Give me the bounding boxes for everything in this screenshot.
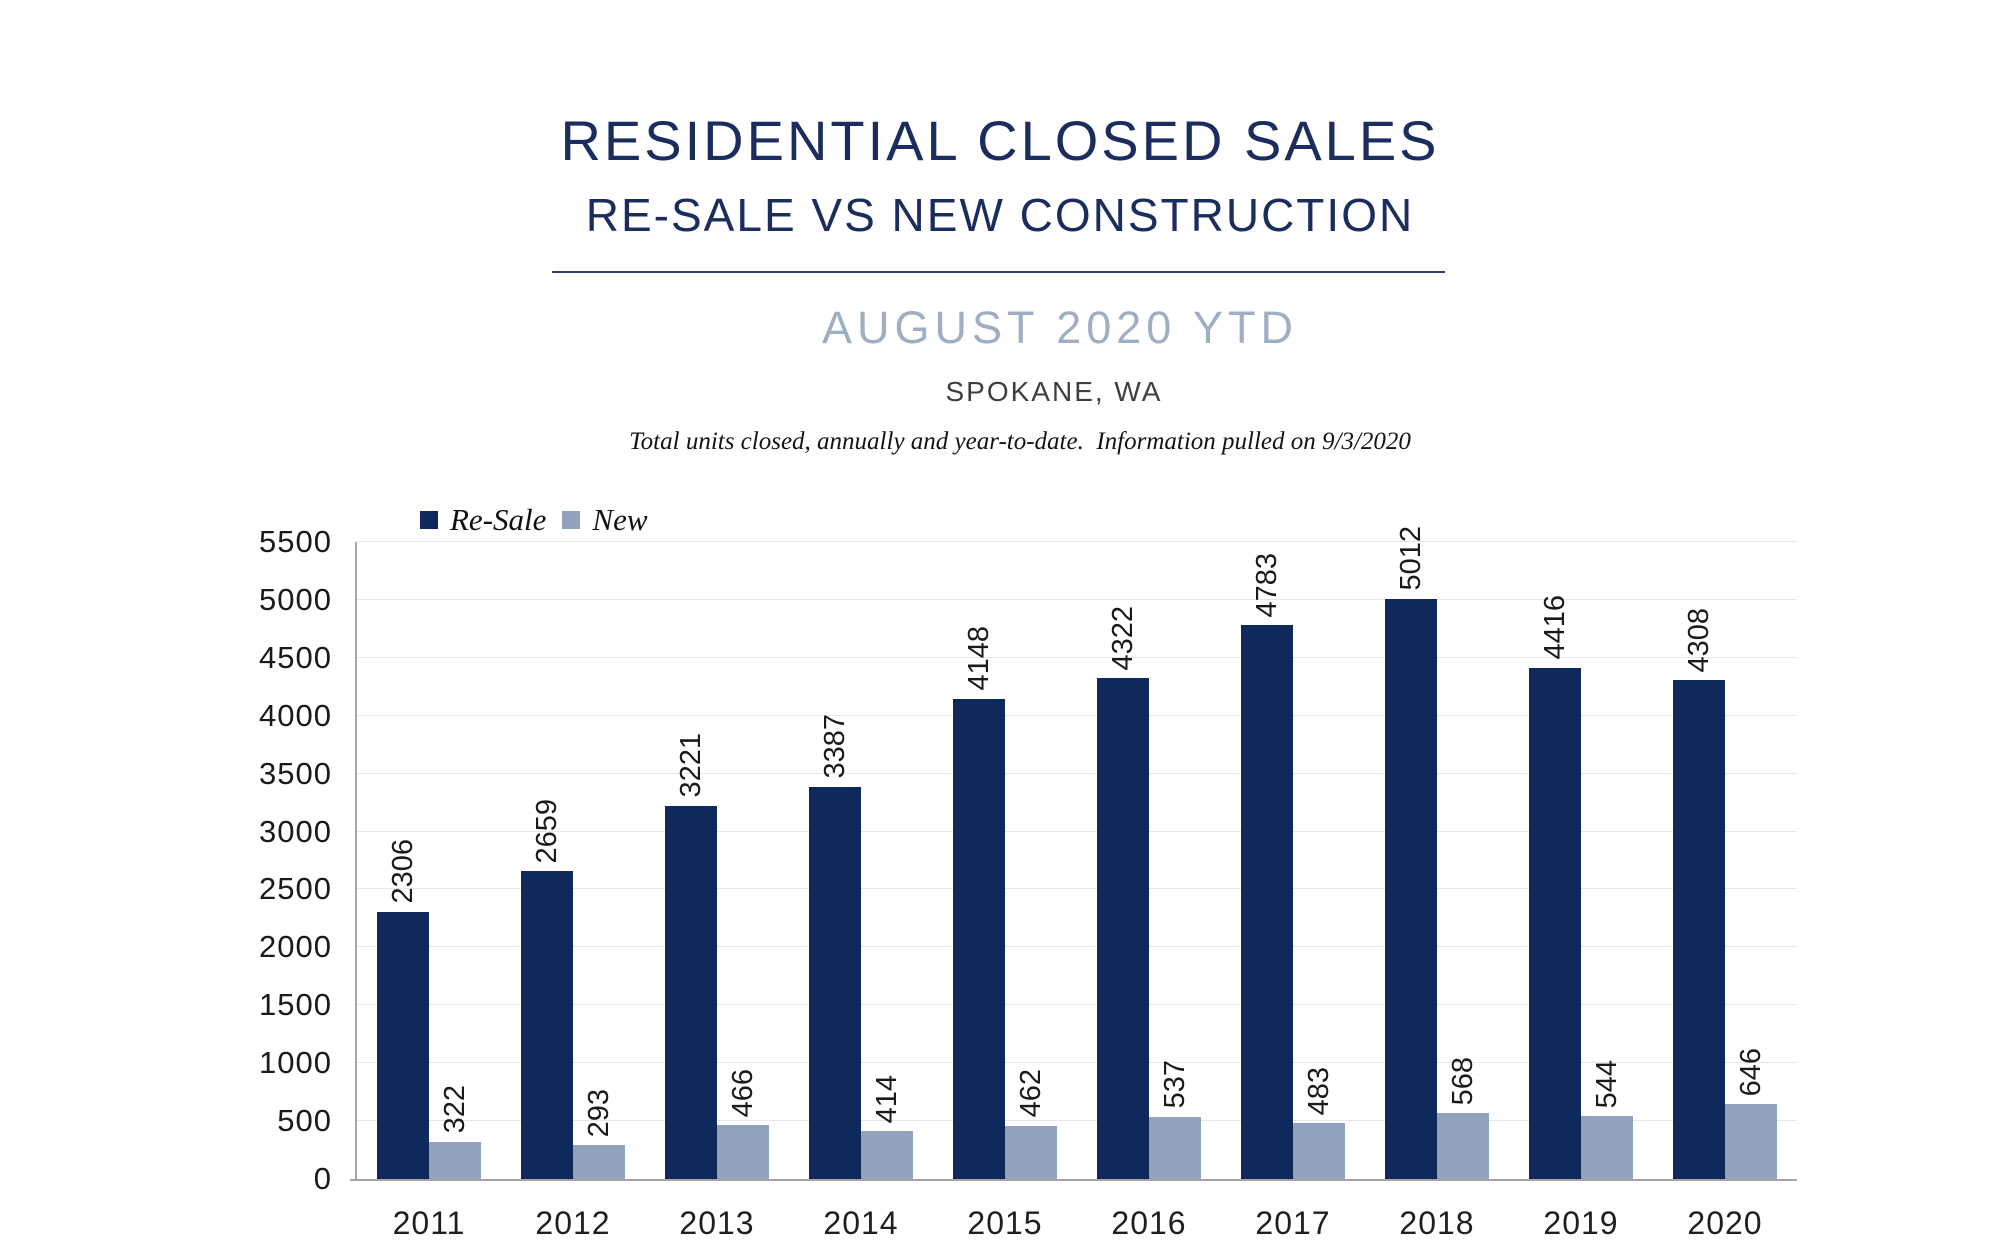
- bar-new: [573, 1145, 625, 1179]
- bar-resale: [1385, 598, 1437, 1179]
- bar-value-label: 414: [871, 1074, 903, 1124]
- page-subtitle: RE-SALE VS NEW CONSTRUCTION: [585, 189, 1415, 241]
- grid-line: [357, 830, 1797, 832]
- report-location: SPOKANE, WA: [945, 376, 1163, 407]
- y-tick-label: 2500: [259, 871, 332, 907]
- grid-line: [357, 1004, 1797, 1006]
- x-tick-label: 2019: [1543, 1205, 1619, 1241]
- x-tick-label: 2016: [1111, 1205, 1187, 1241]
- bar-value-label: 466: [727, 1068, 759, 1118]
- bar-value-label: 4416: [1539, 595, 1571, 660]
- grid-line: [357, 1120, 1797, 1122]
- bar-resale: [1673, 680, 1725, 1179]
- y-tick-label: 5500: [259, 524, 332, 559]
- x-tick-label: 2011: [392, 1205, 466, 1241]
- header-divider: [552, 271, 1445, 273]
- x-tick-label: 2017: [1255, 1205, 1331, 1241]
- bar-value-label: 322: [439, 1085, 471, 1134]
- x-tick-label: 2013: [679, 1205, 755, 1241]
- y-tick-label: 1000: [259, 1045, 332, 1081]
- grid-line: [357, 714, 1797, 716]
- grid-line: [357, 772, 1797, 774]
- y-tick-label: 1500: [259, 987, 332, 1023]
- x-tick-label: 2012: [535, 1205, 611, 1241]
- y-tick-label: 500: [277, 1103, 332, 1139]
- grid-line: [357, 1062, 1797, 1064]
- bar-value-label: 646: [1735, 1047, 1767, 1097]
- bar-value-label: 4308: [1683, 607, 1715, 673]
- bar-new: [1005, 1125, 1057, 1179]
- bar-value-label: 4148: [963, 626, 995, 691]
- y-tick-label: 4000: [259, 697, 332, 733]
- bar-value-label: 537: [1159, 1060, 1191, 1109]
- report-footnote: Total units closed, annually and year-to…: [629, 428, 1411, 455]
- grid-line: [357, 946, 1797, 948]
- bar-value-label: 4783: [1251, 552, 1283, 618]
- bar-new: [1725, 1104, 1777, 1179]
- x-tick-label: 2020: [1687, 1205, 1763, 1241]
- legend-item-resale: Re-Sale: [420, 504, 546, 535]
- y-tick-label: 3000: [259, 813, 332, 849]
- bar-new: [717, 1125, 769, 1179]
- legend-swatch-icon: [562, 510, 581, 529]
- bar-value-label: 2659: [531, 798, 563, 864]
- legend-item-new: New: [562, 502, 648, 537]
- bar-new: [861, 1131, 913, 1179]
- page-title: RESIDENTIAL CLOSED SALES: [560, 109, 1440, 172]
- y-tick-label: 4500: [259, 639, 332, 675]
- bar-new: [1437, 1113, 1489, 1179]
- y-axis-line: [355, 542, 357, 1179]
- bar-new: [1293, 1123, 1345, 1179]
- bar-resale: [809, 786, 861, 1179]
- grid-line: [357, 656, 1797, 658]
- y-tick-label: 3500: [259, 755, 332, 791]
- bar-new: [1149, 1116, 1201, 1179]
- bar-new: [429, 1141, 481, 1179]
- y-tick-label: 2000: [259, 929, 332, 965]
- bar-value-label: 293: [583, 1088, 615, 1138]
- grid-line: [357, 541, 1797, 542]
- report-period: AUGUST 2020 YTD: [821, 302, 1298, 353]
- chart-legend: Re-Sale New: [420, 504, 648, 535]
- bar-resale: [1529, 667, 1581, 1179]
- x-tick-label: 2015: [967, 1205, 1043, 1241]
- bar-resale: [665, 805, 717, 1179]
- grid-line: [357, 598, 1797, 600]
- bar-resale: [1241, 625, 1293, 1179]
- bar-value-label: 5012: [1395, 526, 1427, 591]
- grid-line: [357, 888, 1797, 890]
- legend-label: New: [592, 502, 648, 537]
- bar-value-label: 3221: [675, 733, 707, 798]
- bar-value-label: 4322: [1107, 605, 1139, 671]
- bar-resale: [377, 911, 429, 1179]
- x-tick-label: 2018: [1399, 1205, 1475, 1241]
- bar-value-label: 2306: [387, 839, 419, 904]
- legend-label: Re-Sale: [450, 502, 547, 537]
- bar-value-label: 483: [1303, 1066, 1335, 1116]
- y-tick-label: 0: [313, 1161, 332, 1196]
- bar-resale: [1097, 678, 1149, 1179]
- bar-new: [1581, 1116, 1633, 1179]
- bar-value-label: 568: [1447, 1056, 1479, 1106]
- bar-value-label: 544: [1591, 1059, 1623, 1108]
- bar-value-label: 462: [1015, 1069, 1047, 1118]
- y-tick-label: 5000: [259, 581, 332, 617]
- legend-swatch-icon: [420, 510, 438, 529]
- bar-resale: [521, 871, 573, 1179]
- bar-value-label: 3387: [819, 714, 851, 779]
- x-tick-label: 2014: [823, 1205, 899, 1241]
- x-axis-line: [350, 1179, 1797, 1181]
- bar-resale: [953, 698, 1005, 1179]
- bar-chart-plot-area: 0 500 1000 1500 2000 2500 3000 3500 4000 4500 5000…: [259, 526, 1797, 1241]
